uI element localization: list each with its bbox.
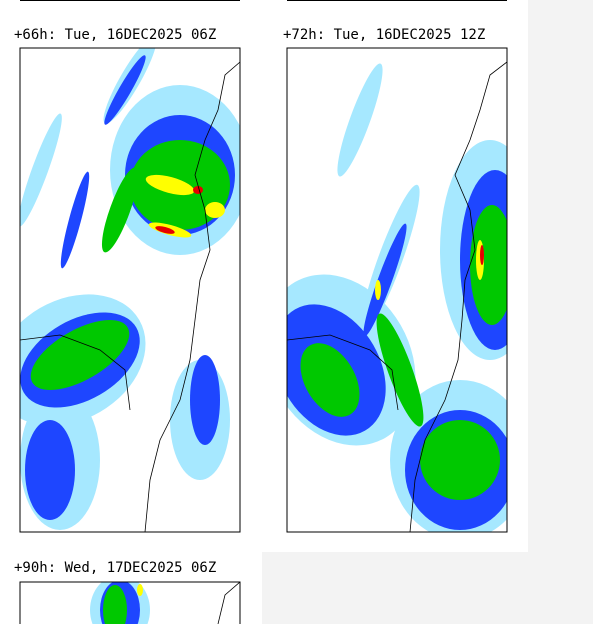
map-frame — [19, 47, 241, 533]
panel-title: +72h: Tue, 16DEC2025 12Z — [283, 27, 485, 43]
precip-map — [20, 48, 240, 532]
precip-map — [287, 48, 507, 532]
panel-title: +66h: Tue, 16DEC2025 06Z — [14, 27, 216, 43]
panel-title: +90h: Wed, 17DEC2025 06Z — [14, 560, 216, 576]
precip-map — [20, 582, 240, 624]
map-frame — [19, 581, 241, 624]
map-frame — [286, 47, 508, 533]
